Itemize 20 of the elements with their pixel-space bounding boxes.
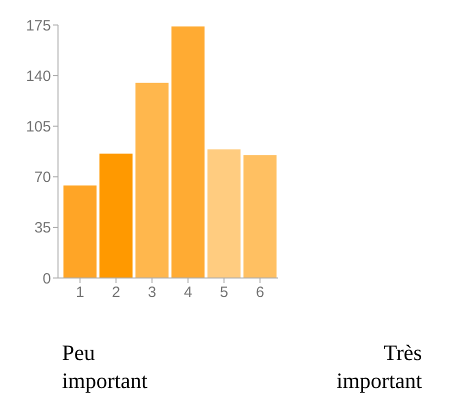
bar bbox=[171, 26, 205, 278]
x-tick-label: 3 bbox=[148, 284, 156, 301]
bar bbox=[207, 149, 241, 278]
bar bbox=[99, 154, 133, 278]
x-tick-label: 4 bbox=[184, 284, 192, 301]
text: Très important bbox=[336, 340, 422, 393]
bar bbox=[243, 155, 277, 278]
y-tick-label: 105 bbox=[26, 118, 51, 136]
x-tick-label: 5 bbox=[220, 284, 228, 301]
y-tick-label: 140 bbox=[26, 68, 51, 85]
x-tick-label: 2 bbox=[112, 284, 120, 301]
text: Peu important bbox=[62, 340, 148, 393]
y-tick-label: 175 bbox=[26, 17, 51, 34]
y-tick-label: 35 bbox=[34, 220, 51, 237]
y-tick-label: 70 bbox=[34, 169, 51, 186]
y-tick-label: 0 bbox=[42, 270, 51, 288]
bar bbox=[135, 82, 169, 278]
x-tick-label: 1 bbox=[76, 284, 84, 301]
x-tick-label: 6 bbox=[256, 284, 264, 301]
bar bbox=[63, 185, 97, 278]
